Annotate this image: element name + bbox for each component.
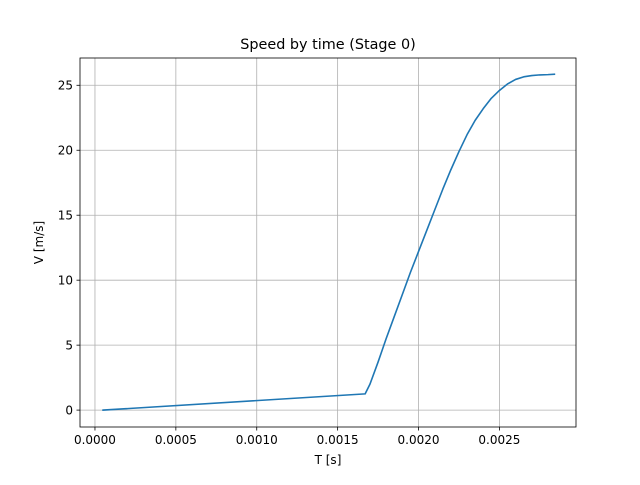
x-tick-label: 0.0000 xyxy=(74,433,116,447)
series-layer xyxy=(102,73,556,411)
y-tick-label: 10 xyxy=(58,273,73,287)
x-tick-label: 0.0025 xyxy=(478,433,520,447)
chart-title: Speed by time (Stage 0) xyxy=(240,37,416,53)
plot-area-frame xyxy=(79,57,577,428)
x-axis: 0.0000 0.0005 0.0010 0.0015 0.0020 0.0025 xyxy=(74,427,520,447)
x-tick-label: 0.0005 xyxy=(155,433,197,447)
x-axis-label: T [s] xyxy=(314,453,342,467)
y-axis-label: V [m/s] xyxy=(32,221,46,264)
series-line xyxy=(102,73,556,411)
grid xyxy=(80,58,576,427)
y-tick-label: 25 xyxy=(58,79,73,93)
y-axis: 0 5 10 15 20 25 xyxy=(58,79,80,417)
y-tick-label: 15 xyxy=(58,209,73,223)
x-tick-label: 0.0020 xyxy=(398,433,440,447)
x-tick-label: 0.0010 xyxy=(236,433,278,447)
y-tick-label: 0 xyxy=(65,403,73,417)
x-tick-label: 0.0015 xyxy=(317,433,359,447)
y-tick-label: 20 xyxy=(58,144,73,158)
y-tick-label: 5 xyxy=(65,338,73,352)
